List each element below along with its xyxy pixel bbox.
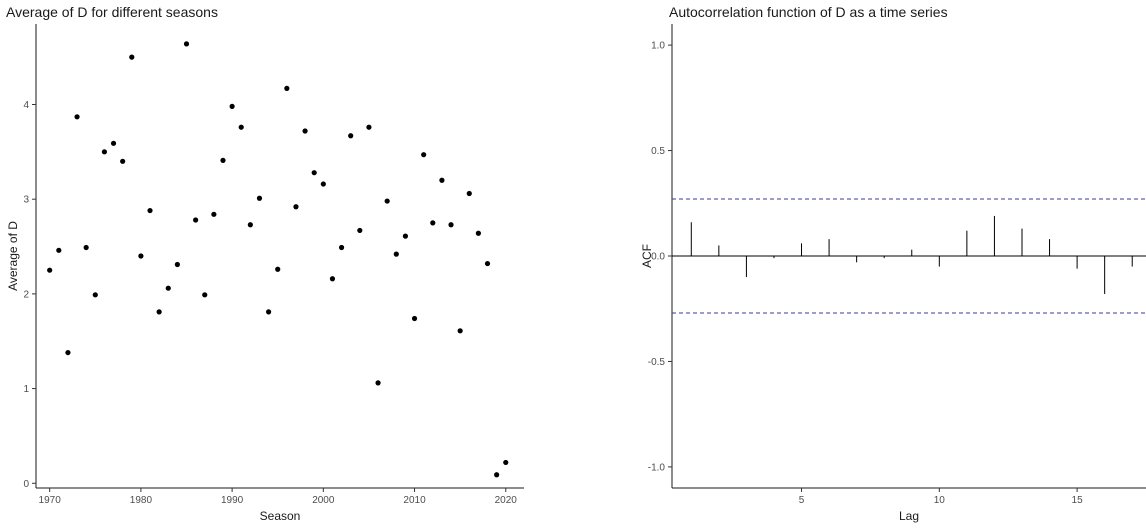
data-point [302,128,308,134]
x-tick-label: 1990 [221,495,244,506]
data-point [174,261,180,268]
x-tick-label: 1970 [39,495,62,506]
y-tick-label: 4 [23,100,29,111]
data-point [430,220,436,226]
data-point [202,292,208,298]
data-point [138,253,144,259]
y-axis-title: Average of D [6,221,20,291]
data-point [375,380,381,386]
data-point [247,222,253,228]
data-point [220,157,226,163]
y-tick-label: 3 [23,195,29,206]
data-point [147,207,153,214]
x-tick-label: 2000 [312,495,335,506]
data-point [503,459,509,466]
x-tick-label: 2020 [495,495,518,506]
y-tick-label: 1.0 [651,41,665,52]
data-point [183,41,190,47]
data-point [56,247,62,253]
y-tick-label: -1.0 [648,462,666,473]
data-point [229,103,235,109]
data-point [165,285,171,291]
y-tick-label: 0 [23,479,29,490]
data-point [275,266,281,272]
data-point [348,133,354,139]
data-point [211,211,217,217]
x-axis-title: Season [260,509,301,523]
data-point [338,244,345,251]
data-point [466,190,472,197]
scatter-chart-title: Average of D for different seasons [6,4,218,20]
x-tick-label: 5 [799,495,805,506]
x-tick-label: 2010 [403,495,426,506]
scatter-panel: 1970 1980 1990 2000 2010 2020 0 1 2 3 4 Season Avera… [6,24,524,523]
data-point [411,315,418,322]
data-point [129,54,135,60]
data-point [284,85,290,91]
x-axis-title: Lag [899,509,919,523]
data-point [448,222,454,228]
data-point [311,170,317,176]
data-point [320,181,326,187]
data-point [156,309,162,315]
data-point [293,204,299,210]
data-point [439,177,445,183]
data-point [256,195,263,201]
data-point [92,292,98,298]
data-point [494,472,500,478]
data-point [457,328,463,334]
y-tick-label: 2 [23,289,29,300]
x-tick-label: 1980 [130,495,153,506]
data-point [83,244,89,251]
x-tick-label: 10 [934,495,946,506]
data-point [110,140,117,146]
y-axis-title: ACF [640,244,654,268]
y-tick-label: -0.5 [648,357,666,368]
data-point [393,251,399,257]
data-point [265,309,272,315]
data-point [484,260,491,267]
data-point [120,158,126,164]
data-point [193,217,199,223]
data-point [74,114,80,120]
data-point [238,124,244,130]
acf-chart-title: Autocorrelation function of D as a time … [669,4,948,20]
data-point [421,152,427,158]
y-tick-label: 0.0 [651,252,665,263]
acf-panel: 5 10 15 1.0 0.5 0.0 -0.5 -1.0 Lag ACF [640,24,1146,523]
data-point [366,124,372,130]
data-point [384,198,390,204]
data-point [357,227,363,234]
data-point [329,276,336,282]
data-point [402,233,409,239]
data-point [47,267,53,273]
data-point [101,149,108,155]
y-tick-label: 0.5 [651,146,665,157]
y-tick-label: 1 [23,384,29,395]
x-tick-label: 15 [1072,495,1084,506]
data-point [65,349,71,356]
data-point [475,230,481,236]
